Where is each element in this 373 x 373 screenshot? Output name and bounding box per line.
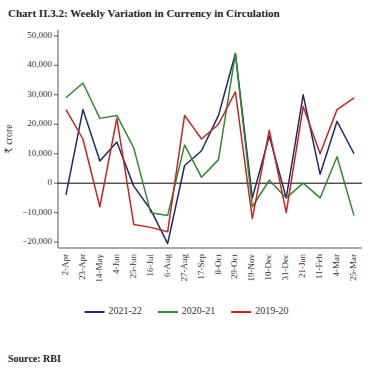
- legend-swatch: [158, 311, 178, 313]
- x-tick-label: 6-Aug: [162, 254, 172, 277]
- y-tick: [54, 183, 58, 184]
- legend-swatch: [231, 311, 251, 313]
- y-tick-label: 0: [48, 177, 53, 187]
- x-axis-line: [58, 248, 362, 249]
- legend-item: 2020-21: [158, 305, 215, 316]
- x-tick-label: 27-Aug: [179, 254, 189, 282]
- x-tick-label: 17-Sep: [196, 254, 206, 280]
- x-tick-label: 14-May: [94, 254, 104, 283]
- x-tick-label: 8-Oct: [213, 254, 223, 275]
- y-tick: [54, 212, 58, 213]
- y-tick: [54, 65, 58, 66]
- y-tick: [54, 35, 58, 36]
- x-tick-label: 31-Dec: [280, 254, 290, 281]
- title: Chart II.3.2: Weekly Variation in Curren…: [8, 7, 280, 19]
- y-axis-label: ₹ crore: [3, 124, 14, 154]
- plot-area: [66, 54, 354, 244]
- legend-label: 2021-22: [108, 305, 141, 316]
- y-tick-label: 10,000: [27, 148, 52, 158]
- y-tick: [54, 153, 58, 154]
- legend-item: 2021-22: [84, 305, 141, 316]
- series-line: [66, 54, 354, 244]
- y-tick: [54, 124, 58, 125]
- legend-swatch: [84, 311, 104, 313]
- y-tick-label: 40,000: [27, 59, 52, 69]
- x-tick-label: 19-Nov: [246, 254, 256, 282]
- x-tick-label: 21-Jan: [297, 254, 307, 278]
- y-tick-label: −20,000: [22, 236, 52, 246]
- legend: 2021-22 2020-21 2019-20: [84, 305, 288, 316]
- x-tick-label: 2-Apr: [60, 254, 70, 276]
- x-tick-label: 25-Jun: [128, 254, 138, 279]
- y-tick-label: 20,000: [27, 118, 52, 128]
- x-tick-label: 23-Apr: [77, 254, 87, 280]
- source-note: Source: RBI: [8, 353, 61, 364]
- y-tick-label: 50,000: [27, 30, 52, 40]
- y-tick-label: −10,000: [22, 207, 52, 217]
- y-tick: [54, 242, 58, 243]
- series-line: [66, 92, 354, 232]
- y-axis-line: [58, 30, 59, 248]
- chart: Chart II.3.2: Weekly Variation in Curren…: [0, 0, 373, 373]
- y-tick-label: 30,000: [27, 89, 52, 99]
- x-tick-label: 4-Jun: [111, 254, 121, 274]
- legend-item: 2019-20: [231, 305, 288, 316]
- x-tick-label: 4-Mar: [331, 254, 341, 277]
- legend-label: 2019-20: [255, 305, 288, 316]
- x-tick-label: 25-Mar: [348, 254, 358, 281]
- x-tick-label: 29-Oct: [229, 254, 239, 279]
- x-tick-label: 11-Feb: [314, 254, 324, 280]
- series-line: [66, 54, 354, 216]
- legend-label: 2020-21: [182, 305, 215, 316]
- x-tick-label: 16-Jul: [145, 254, 155, 277]
- y-tick: [54, 94, 58, 95]
- x-tick-label: 10-Dec: [263, 254, 273, 281]
